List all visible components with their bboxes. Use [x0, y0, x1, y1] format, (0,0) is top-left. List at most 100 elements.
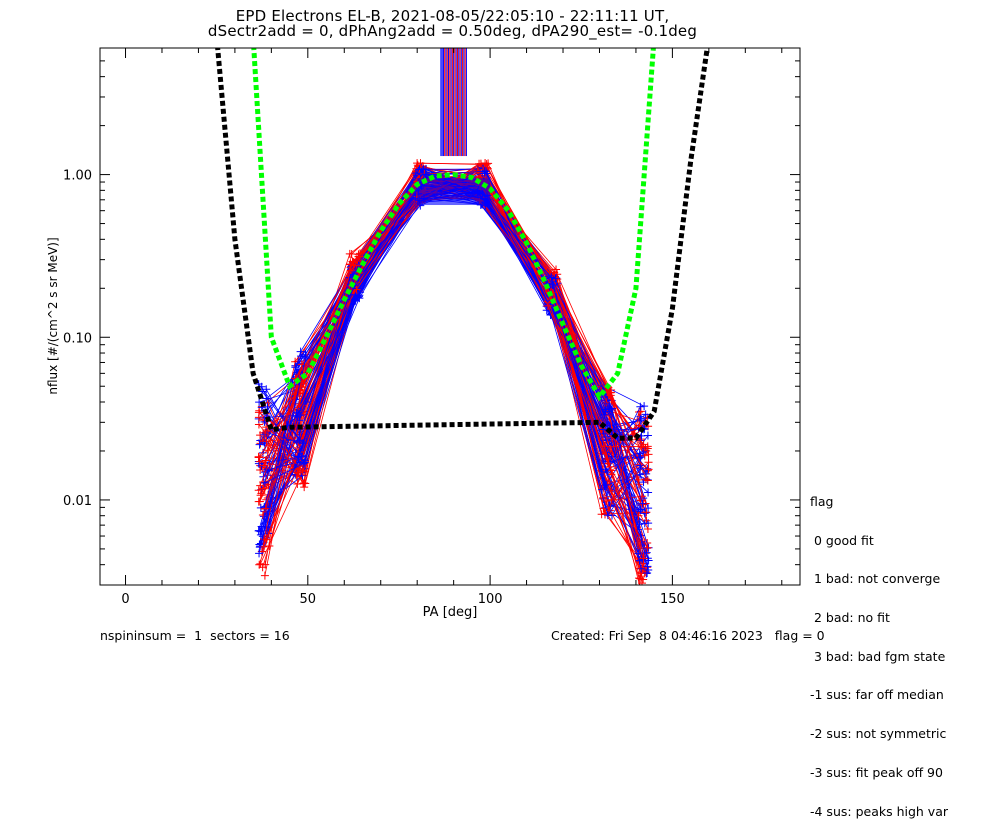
series-point-0	[254, 486, 263, 495]
series-point-1	[258, 448, 267, 457]
series-point-0	[254, 413, 263, 422]
series-point-1	[547, 273, 556, 282]
chart-plot-area: 0 50 100 150 0.01 0.10 1.00 PA [deg] nflux [#/…	[46, 47, 801, 620]
series-point-0	[552, 265, 561, 274]
chart-series-layer	[215, 48, 710, 585]
series-point-0	[642, 508, 651, 517]
series-point-1	[640, 402, 649, 411]
series-point-1	[296, 411, 305, 420]
y-tick-label: 0.01	[63, 494, 92, 509]
series-point-1	[262, 385, 271, 394]
series-point-1	[635, 520, 644, 529]
legend-item-not-symmetric: -2 sus: not symmetric	[810, 726, 947, 742]
series-point-1	[602, 480, 611, 489]
series-point-0	[644, 450, 653, 459]
chart-frame	[99, 47, 801, 586]
series-point-1	[608, 404, 617, 413]
series-point-1	[260, 502, 269, 511]
series-point-1	[256, 503, 265, 512]
series-point-0	[636, 574, 645, 583]
series-point-1	[350, 296, 359, 305]
y-tick-label: 0.10	[63, 331, 92, 346]
x-axis-label: PA [deg]	[423, 605, 478, 620]
series-point-1	[640, 509, 649, 518]
series-point-0	[637, 492, 646, 501]
series-point-0	[256, 491, 265, 500]
series-point-1	[640, 519, 649, 528]
series-point-1	[603, 511, 612, 520]
footer-sectors-info: nspininsum = 1 sectors = 16	[100, 628, 290, 643]
series-point-0	[256, 481, 265, 490]
series-point-1	[294, 455, 303, 464]
series-point-1	[644, 566, 653, 575]
series-point-0	[553, 275, 562, 284]
series-point-1	[634, 549, 643, 558]
series-point-1	[636, 453, 645, 462]
series-point-0	[260, 535, 269, 544]
series-line-0	[260, 196, 647, 480]
series-point-1	[636, 505, 645, 514]
series-point-0	[603, 454, 612, 463]
series-point-0	[298, 467, 307, 476]
series-point-1	[636, 464, 645, 473]
series-point-1	[602, 468, 611, 477]
fit-curve-0	[251, 48, 656, 402]
series-point-1	[421, 170, 430, 179]
series-point-0	[644, 465, 653, 474]
series-point-0	[482, 160, 491, 169]
series-point-0	[643, 442, 652, 451]
legend-item-far-off-median: -1 sus: far off median	[810, 687, 944, 703]
series-point-1	[254, 526, 263, 535]
series-point-1	[643, 464, 652, 473]
series-point-1	[262, 394, 271, 403]
series-point-1	[638, 499, 647, 508]
y-axis-label: nflux [#/(cm^2 s sr MeV)]	[46, 237, 60, 394]
series-point-0	[261, 504, 270, 513]
x-tick-label: 50	[300, 592, 317, 607]
series-point-1	[636, 402, 645, 411]
series-point-0	[347, 249, 356, 258]
series-point-0	[352, 285, 361, 294]
series-point-1	[299, 459, 308, 468]
series-point-0	[639, 554, 648, 563]
series-point-0	[260, 461, 269, 470]
series-point-0	[260, 428, 269, 437]
series-point-0	[300, 483, 309, 492]
series-point-0	[254, 497, 263, 506]
footer-created-info: Created: Fri Sep 8 04:46:16 2023 flag = …	[551, 628, 825, 643]
series-point-1	[480, 167, 489, 176]
chart-title-line2: dSectr2add = 0, dPhAng2add = 0.50deg, dP…	[207, 22, 698, 40]
series-point-0	[544, 301, 553, 310]
series-point-0	[349, 261, 358, 270]
series-point-0	[255, 560, 264, 569]
series-point-1	[601, 405, 610, 414]
legend-item-bad-fgm: 3 bad: bad fgm state	[810, 648, 946, 664]
series-point-1	[291, 363, 300, 372]
series-point-0	[255, 457, 264, 466]
legend-item-not-converge: 1 bad: not converge	[810, 571, 941, 587]
series-point-1	[301, 354, 310, 363]
series-point-1	[296, 347, 305, 356]
series-point-1	[600, 410, 609, 419]
chart-title-line1: EPD Electrons EL-B, 2021-08-05/22:05:10 …	[235, 7, 670, 25]
series-point-0	[255, 453, 264, 462]
series-point-0	[295, 400, 304, 409]
series-point-0	[481, 158, 490, 167]
flag-legend: flag 0 good fit 1 bad: not converge 2 ba…	[810, 470, 948, 831]
x-tick-label: 0	[121, 592, 129, 607]
series-point-0	[634, 475, 643, 484]
series-point-1	[644, 504, 653, 513]
legend-heading: flag	[810, 493, 834, 509]
chart-axes: 0 50 100 150 0.01 0.10 1.00	[63, 47, 800, 607]
series-point-1	[255, 440, 264, 449]
series-point-1	[635, 556, 644, 565]
series-point-1	[641, 410, 650, 419]
series-point-1	[637, 564, 646, 573]
series-point-1	[644, 488, 653, 497]
series-point-1	[256, 527, 265, 536]
series-point-0	[643, 476, 652, 485]
legend-item-peak-off-90: -3 sus: fit peak off 90	[810, 764, 943, 780]
y-tick-label: 1.00	[63, 169, 92, 184]
legend-item-no-fit: 2 bad: no fit	[810, 609, 890, 625]
x-tick-label: 150	[660, 592, 685, 607]
